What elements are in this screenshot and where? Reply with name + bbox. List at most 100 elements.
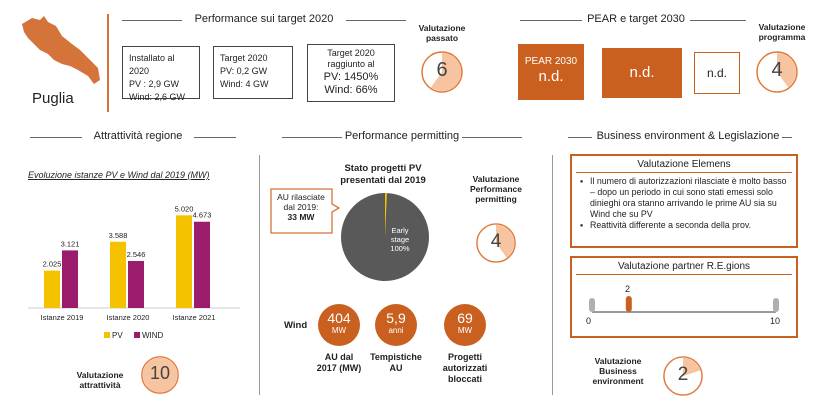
stat-circle: 5,9 anni: [375, 304, 417, 346]
stat-circle: 404 MW: [318, 304, 360, 346]
score-fill: [430, 53, 461, 91]
raggiunto-box: Target 2020 raggiunto al PV: 1450% Wind:…: [307, 44, 395, 102]
valutazione-passato-label: Valutazione passato: [418, 23, 466, 43]
scale-max-label: 10: [770, 316, 781, 326]
bar-value-label: 3.121: [61, 239, 80, 248]
stat-caption: Progetti autorizzati bloccati: [442, 352, 488, 384]
score-fill: [683, 357, 701, 376]
divider-line: [30, 137, 82, 138]
partner-box: Valutazione partner R.E.gions: [570, 256, 798, 338]
target-box: Target 2020 PV: 0,2 GW Wind: 4 GW: [213, 46, 293, 99]
legend-label: PV: [112, 331, 123, 340]
installato-wind: Wind: 2,6 GW: [129, 92, 186, 102]
target-wind: Wind: 4 GW: [220, 79, 269, 89]
score-attrattivita: 10: [149, 363, 171, 383]
bar-value-label: 2.025: [43, 260, 62, 269]
score-permitting: 4: [490, 231, 502, 252]
section-header-permitting: Performance permitting: [344, 130, 460, 142]
au-callout-shape: [270, 188, 340, 234]
installato-box: Installato al 2020 PV : 2,9 GW Wind: 2,6…: [122, 46, 200, 102]
pie-slice-au: [385, 193, 387, 237]
divider-line: [462, 137, 522, 138]
bar-value-label: 2.546: [127, 250, 146, 259]
score-fill: [496, 224, 515, 258]
section-header-pear: PEAR e target 2030: [587, 13, 685, 25]
divider-line: [782, 137, 792, 138]
score-programma: 4: [771, 59, 783, 81]
raggiunto-line2: raggiunto al: [327, 59, 375, 69]
bar-pv: [110, 241, 126, 308]
wind-label: Wind: [284, 320, 308, 331]
bar-wind: [128, 260, 144, 308]
score-circle-programma: [756, 51, 798, 93]
target-pv: PV: 0,2 GW: [220, 66, 268, 76]
region-name: Puglia: [32, 90, 74, 107]
valutazione-programma-label: Valutazione programma: [758, 22, 806, 42]
installato-title: Installato al 2020: [129, 53, 175, 76]
elemens-box: Valutazione Elemens ▪ Il numero di autori…: [570, 154, 798, 248]
region-divider: [107, 14, 109, 112]
divider-line: [520, 20, 582, 21]
score-circle-business: [663, 356, 703, 396]
bar-wind: [62, 250, 78, 308]
raggiunto-line1: Target 2020: [327, 48, 375, 58]
partner-title: Valutazione partner R.E.gions: [576, 261, 792, 275]
valutazione-business-label: Valutazione Business environment: [592, 356, 644, 386]
bar-pv: [176, 215, 192, 308]
score-business: 2: [677, 364, 689, 385]
divider-line: [690, 20, 746, 21]
category-label: Istanze 2019: [41, 313, 84, 322]
divider-line: [122, 20, 182, 21]
pear-nd-box: n.d.: [602, 48, 682, 98]
score-circle-attrattivita: [141, 356, 179, 394]
score-fill: [777, 53, 796, 88]
divider-line: [194, 137, 236, 138]
pie-title: Stato progetti PV presentati dal 2019: [340, 163, 426, 186]
au-callout-text: AU rilasciate dal 2019: 33 MW: [277, 192, 325, 222]
scale-value-label: 2: [625, 284, 631, 294]
bar-chart: 2.025 3.121 Istanze 2019 3.588 2.546 Istanze …: [28, 204, 240, 340]
elemens-title: Valutazione Elemens: [576, 159, 792, 173]
valutazione-attrattivita-label: Valutazione attrattività: [76, 370, 124, 390]
raggiunto-pv: PV: 1450%: [323, 71, 379, 83]
early-stage-label: Early stage 100%: [390, 226, 410, 253]
score-circle-permitting: [476, 223, 516, 263]
score-fill: [142, 357, 178, 393]
chart-title: Evoluzione istanze PV e Wind dal 2019 (M…: [28, 170, 210, 180]
bar-value-label: 4.673: [193, 211, 212, 220]
stat-caption: AU dal 2017 (MW): [316, 352, 362, 373]
divider-line: [346, 20, 406, 21]
elemens-bullet: ▪ Il numero di autorizzazioni rilasciate …: [580, 176, 787, 219]
bar-value-label: 5.020: [175, 204, 194, 213]
stat-caption: Tempistiche AU: [370, 352, 422, 373]
bar-value-label: 3.588: [109, 231, 128, 240]
divider-line: [568, 137, 592, 138]
pear-2030-box: PEAR 2030 n.d.: [518, 44, 584, 100]
pie-chart: [341, 193, 429, 281]
score-passato: 6: [436, 59, 448, 81]
score-circle-passato: [421, 51, 463, 93]
bar-pv: [44, 270, 60, 308]
vertical-divider: [259, 155, 260, 395]
category-label: Istanze 2021: [173, 313, 216, 322]
legend-label: WIND: [142, 331, 164, 340]
category-label: Istanze 2020: [107, 313, 150, 322]
section-header-performance-target: Performance sui target 2020: [194, 13, 334, 25]
scale-value-marker: [625, 296, 632, 312]
legend-swatch: [134, 332, 140, 338]
section-header-attrattivita: Attrattività regione: [93, 130, 183, 142]
elemens-bullet: ▪ Reattività differente a seconda della p…: [580, 220, 752, 230]
rating-scale: [589, 296, 779, 313]
vertical-divider: [552, 155, 553, 395]
divider-line: [282, 137, 342, 138]
scale-min-label: 0: [586, 316, 592, 326]
section-header-business: Business environment & Legislazione: [596, 130, 780, 142]
valutazione-permitting-label: Valutazione Performance permitting: [470, 174, 522, 204]
scale-max-tick: [773, 298, 779, 312]
bar-wind: [194, 221, 210, 308]
pear-nd-outline-box: n.d.: [694, 52, 740, 94]
legend-swatch: [104, 332, 110, 338]
installato-pv: PV : 2,9 GW: [129, 79, 180, 89]
scale-min-tick: [589, 298, 595, 312]
stat-circle: 69 MW: [444, 304, 486, 346]
